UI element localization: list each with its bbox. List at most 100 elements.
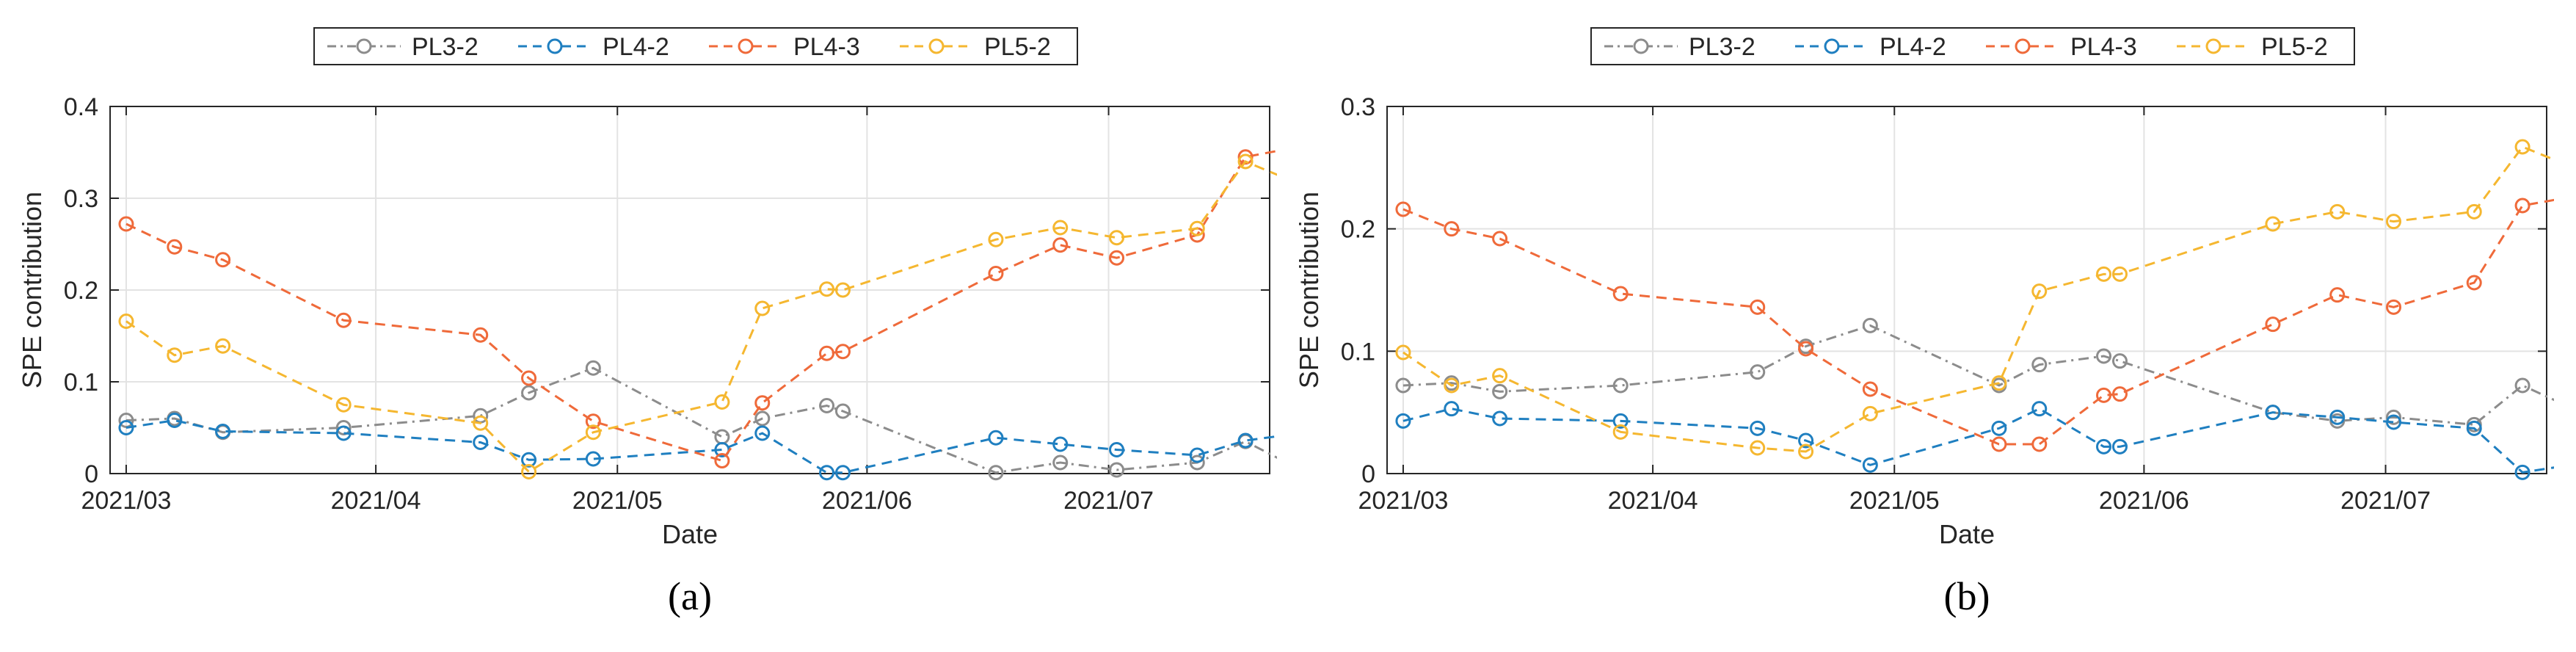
data-point-PL5-2	[473, 415, 489, 431]
data-point-PL3-2	[1862, 317, 1878, 333]
data-point-PL3-2	[819, 398, 835, 413]
data-point-PL4-3	[2265, 316, 2281, 333]
data-point-PL4-3	[988, 266, 1004, 281]
series-line-PL4-3	[1402, 198, 2554, 446]
data-point-PL4-2	[118, 420, 134, 435]
data-point-PL4-3	[819, 345, 835, 361]
data-point-PL5-2	[1237, 153, 1254, 170]
legend-label: PL4-3	[793, 33, 860, 61]
axes-box	[1386, 106, 2547, 474]
y-tick-label: 0.3	[64, 185, 98, 213]
data-point-PL4-3	[2096, 387, 2112, 403]
data-point-PL5-2	[335, 396, 352, 413]
series-line-PL4-2	[1402, 407, 2554, 474]
data-point-PL4-3	[1492, 231, 1508, 247]
legend-label: PL5-2	[2261, 33, 2328, 61]
legend-marker-PL4-3	[738, 38, 754, 54]
legend-label: PL4-2	[1880, 33, 1946, 61]
data-point-PL4-3	[1612, 286, 1629, 302]
data-point-PL5-2	[215, 338, 231, 354]
panel-a: 2021/03 2021/04 2021/05 2021/06 2021/07 0 0.1 0…	[17, 27, 1277, 618]
x-tick-label: 2021/07	[2340, 487, 2431, 515]
data-point-PL5-2	[118, 314, 134, 329]
data-point-PL4-3	[118, 216, 134, 232]
data-point-PL5-2	[1109, 230, 1125, 246]
data-point-PL3-2	[834, 403, 851, 419]
data-point-PL4-2	[335, 425, 352, 441]
data-point-PL4-3	[2111, 386, 2128, 402]
data-point-PL4-3	[754, 395, 771, 411]
series-line-PL5-2	[125, 160, 1277, 474]
y-tick-label: 0.1	[64, 369, 98, 396]
data-point-PL3-2	[1395, 377, 1411, 394]
data-point-PL4-3	[215, 252, 231, 268]
legend-marker-PL3-2	[1633, 38, 1649, 54]
data-point-PL4-2	[2466, 420, 2482, 436]
data-point-PL4-2	[167, 413, 183, 428]
data-point-PL5-2	[1444, 377, 1460, 394]
x-axis-label: Date	[1939, 519, 1995, 549]
data-point-PL3-2	[2096, 348, 2112, 364]
data-point-PL3-2	[2514, 377, 2530, 394]
series-line-PL3-2	[125, 366, 1277, 474]
data-point-PL5-2	[1052, 220, 1069, 236]
data-point-PL4-2	[754, 425, 771, 441]
data-point-PL4-2	[1750, 420, 1766, 436]
data-point-PL4-2	[1612, 413, 1629, 429]
plot-area	[1387, 106, 2547, 474]
data-point-PL4-2	[2514, 464, 2530, 480]
data-point-PL3-2	[1109, 462, 1125, 478]
data-point-PL4-3	[1237, 149, 1254, 165]
data-point-PL3-2	[1052, 454, 1069, 471]
x-tick-label: 2021/07	[1063, 487, 1154, 515]
series-layer	[118, 149, 1277, 481]
legend: PL3-2 PL4-2 PL4-3 PL5-2	[1590, 27, 2355, 65]
data-point-PL4-2	[2096, 438, 2112, 454]
data-point-PL4-2	[2329, 409, 2346, 425]
data-point-PL5-2	[714, 394, 730, 410]
y-tick-label: 0	[1361, 460, 1375, 488]
data-point-PL4-3	[2386, 299, 2402, 315]
legend-label: PL5-2	[984, 33, 1051, 61]
data-point-PL4-3	[2514, 198, 2530, 214]
data-point-PL5-2	[2329, 203, 2346, 220]
data-point-PL3-2	[1750, 364, 1766, 380]
x-tick-label: 2021/06	[2099, 487, 2189, 515]
data-point-PL3-2	[585, 360, 601, 376]
data-point-PL4-3	[1750, 299, 1766, 315]
panel-b: 2021/03 2021/04 2021/05 2021/06 2021/07 0 0.1 0…	[1294, 27, 2554, 618]
data-point-PL5-2	[1395, 344, 1411, 361]
data-point-PL5-2	[2265, 216, 2281, 232]
data-point-PL5-2	[167, 347, 183, 363]
x-tick-label: 2021/04	[1608, 487, 1698, 515]
data-point-PL5-2	[754, 300, 771, 316]
data-point-PL4-3	[2329, 287, 2346, 303]
legend-label: PL4-2	[603, 33, 669, 61]
y-tick-label: 0	[84, 460, 98, 488]
data-point-PL4-3	[335, 312, 352, 328]
data-point-PL3-2	[521, 385, 537, 401]
data-point-PL4-3	[2031, 436, 2048, 452]
x-tick-label: 2021/05	[572, 487, 663, 515]
data-point-PL5-2	[521, 464, 537, 479]
y-tick-label: 0.4	[64, 93, 98, 121]
legend-marker-PL5-2	[928, 38, 945, 54]
data-point-PL4-3	[1798, 341, 1814, 357]
data-point-PL4-2	[215, 424, 231, 439]
x-axis-label: Date	[662, 519, 718, 549]
legend-marker-PL5-2	[2205, 38, 2222, 54]
data-point-PL4-3	[167, 239, 183, 255]
y-axis-label: SPE contribution	[1294, 192, 1324, 388]
legend: PL3-2 PL4-2 PL4-3 PL5-2	[313, 27, 1078, 65]
data-point-PL4-2	[1492, 410, 1508, 427]
legend-marker-PL4-2	[547, 38, 563, 54]
legend-label: PL3-2	[412, 33, 479, 61]
legend-marker-PL3-2	[356, 38, 372, 54]
data-point-PL4-3	[1052, 237, 1069, 253]
data-point-PL4-2	[2031, 401, 2048, 417]
y-tick-label: 0.2	[1341, 216, 1375, 244]
data-point-PL4-3	[1444, 221, 1460, 237]
series-line-PL4-3	[125, 150, 1277, 463]
data-point-PL5-2	[834, 282, 851, 298]
data-point-PL4-3	[1991, 436, 2007, 452]
